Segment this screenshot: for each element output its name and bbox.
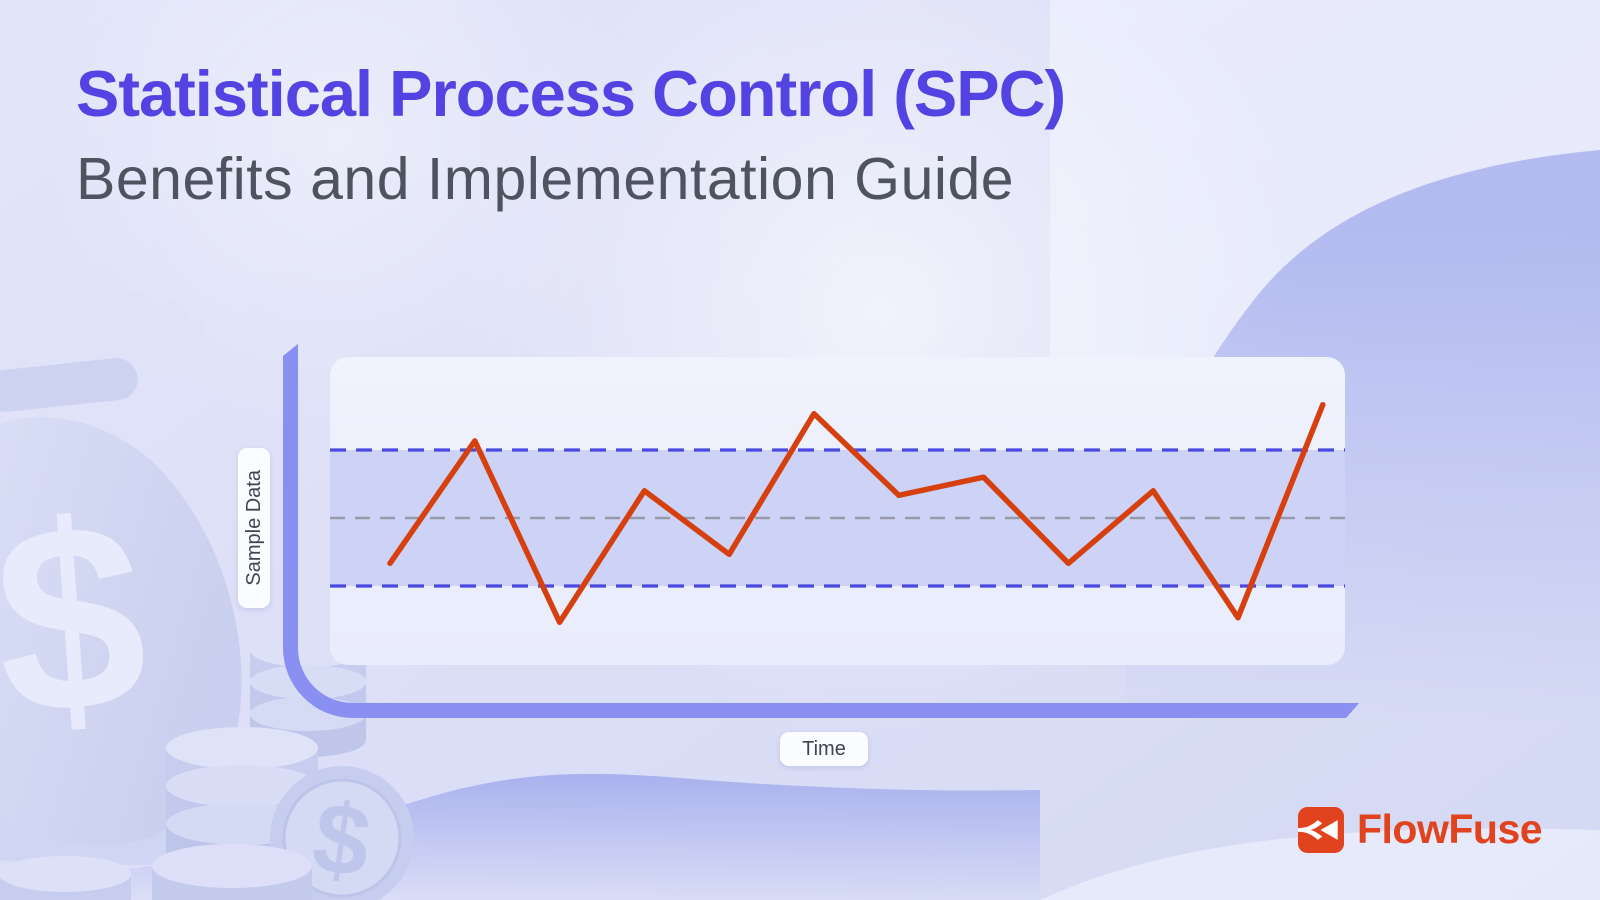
flowfuse-logo: FlowFuse	[1298, 806, 1543, 853]
header: Statistical Process Control (SPC) Benefi…	[76, 57, 1066, 212]
chart-plot-area	[330, 357, 1345, 665]
page-subtitle: Benefits and Implementation Guide	[76, 145, 1015, 212]
flowfuse-wordmark: FlowFuse	[1357, 806, 1543, 852]
x-axis-label: Time	[780, 732, 868, 766]
chart-plot-svg	[330, 357, 1345, 665]
bag-dollar-sign: $	[0, 466, 154, 772]
flowfuse-fork-glyph	[1298, 819, 1323, 840]
flowfuse-arrow-glyph	[1320, 819, 1338, 840]
bag-neck-band	[0, 358, 138, 412]
y-axis-label: Sample Data	[238, 448, 270, 608]
page-title: Statistical Process Control (SPC)	[76, 57, 1066, 130]
bottom-right-light-wave	[1040, 828, 1600, 900]
flowfuse-icon	[1298, 806, 1344, 853]
coin-stack-front	[0, 844, 312, 900]
chart-axes	[283, 343, 1360, 718]
